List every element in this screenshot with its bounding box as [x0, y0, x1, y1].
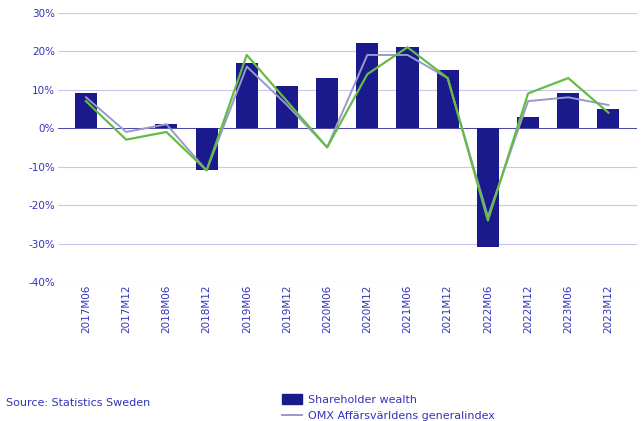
Bar	[195, 128, 217, 171]
Bar	[477, 128, 499, 248]
Bar	[597, 109, 619, 128]
Bar	[517, 117, 539, 128]
Bar	[356, 43, 378, 128]
Bar	[156, 124, 177, 128]
Bar	[397, 47, 419, 128]
Bar	[75, 93, 97, 128]
Legend: Shareholder wealth, OMX Affärsvärldens generalindex, OMXS30: Shareholder wealth, OMX Affärsvärldens g…	[278, 390, 499, 421]
Bar	[437, 70, 458, 128]
Text: Source: Statistics Sweden: Source: Statistics Sweden	[6, 398, 150, 408]
Bar	[316, 78, 338, 128]
Bar	[236, 63, 258, 128]
Bar	[557, 93, 579, 128]
Bar	[276, 86, 298, 128]
